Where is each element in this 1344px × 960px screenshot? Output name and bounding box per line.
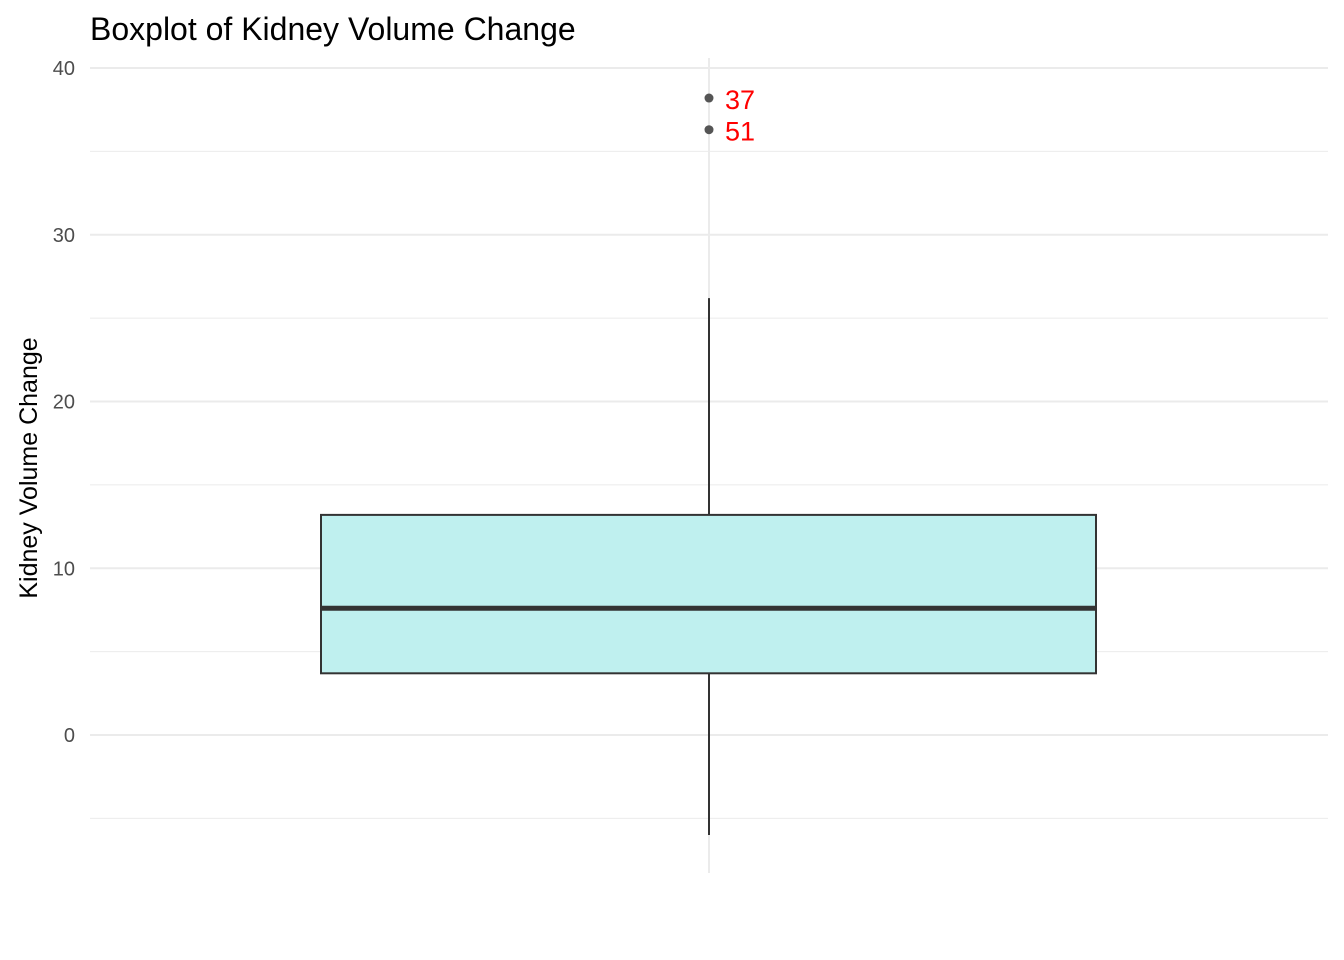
y-tick-label: 20 (53, 392, 75, 414)
iqr-box (320, 513, 1097, 675)
y-tick-label: 40 (53, 58, 75, 80)
outlier-point (704, 93, 714, 103)
outlier-label: 51 (725, 117, 755, 147)
boxplot (320, 298, 1097, 836)
outlier-label: 37 (725, 85, 755, 115)
y-tick-label: 0 (64, 725, 75, 747)
chart-title: Boxplot of Kidney Volume Change (90, 11, 576, 47)
y-axis-label: Kidney Volume Change (15, 337, 43, 598)
y-tick-label: 10 (53, 558, 75, 580)
outlier-point (704, 125, 714, 135)
y-axis: 0 10 20 30 40 (53, 58, 75, 747)
y-tick-label: 30 (53, 225, 75, 247)
